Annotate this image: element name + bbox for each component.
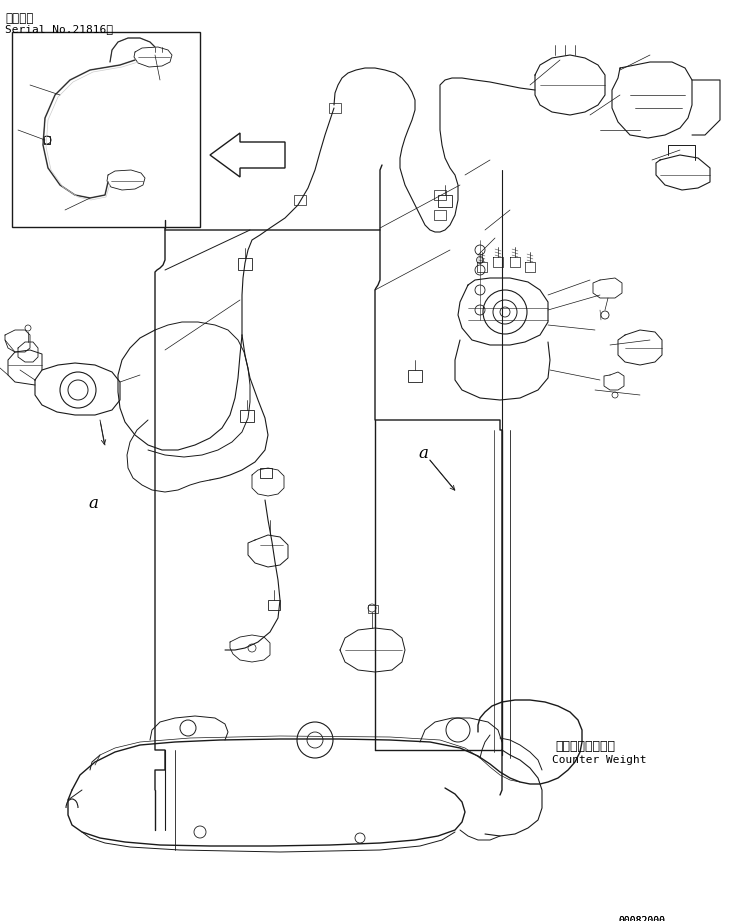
Bar bbox=[408, 370, 422, 382]
Bar bbox=[294, 195, 306, 205]
Text: Serial No.21816～: Serial No.21816～ bbox=[5, 24, 113, 34]
Bar bbox=[329, 103, 341, 113]
Bar bbox=[268, 600, 280, 610]
Bar bbox=[12, 32, 200, 227]
Bar bbox=[438, 195, 452, 207]
Bar bbox=[44, 136, 50, 144]
Text: 00082000: 00082000 bbox=[618, 916, 665, 921]
Text: Counter Weight: Counter Weight bbox=[552, 755, 647, 765]
Text: 00082000: 00082000 bbox=[618, 916, 665, 921]
Bar bbox=[434, 190, 446, 200]
Text: a: a bbox=[418, 445, 428, 462]
Polygon shape bbox=[210, 133, 285, 177]
Bar bbox=[240, 410, 254, 422]
Bar bbox=[260, 468, 272, 478]
Text: カウンタウエイト: カウンタウエイト bbox=[555, 740, 615, 753]
Bar bbox=[434, 210, 446, 220]
Circle shape bbox=[476, 257, 484, 263]
Text: 適用号機: 適用号機 bbox=[5, 12, 34, 25]
Bar bbox=[238, 258, 252, 270]
Text: a: a bbox=[88, 495, 98, 512]
Bar bbox=[368, 605, 378, 613]
